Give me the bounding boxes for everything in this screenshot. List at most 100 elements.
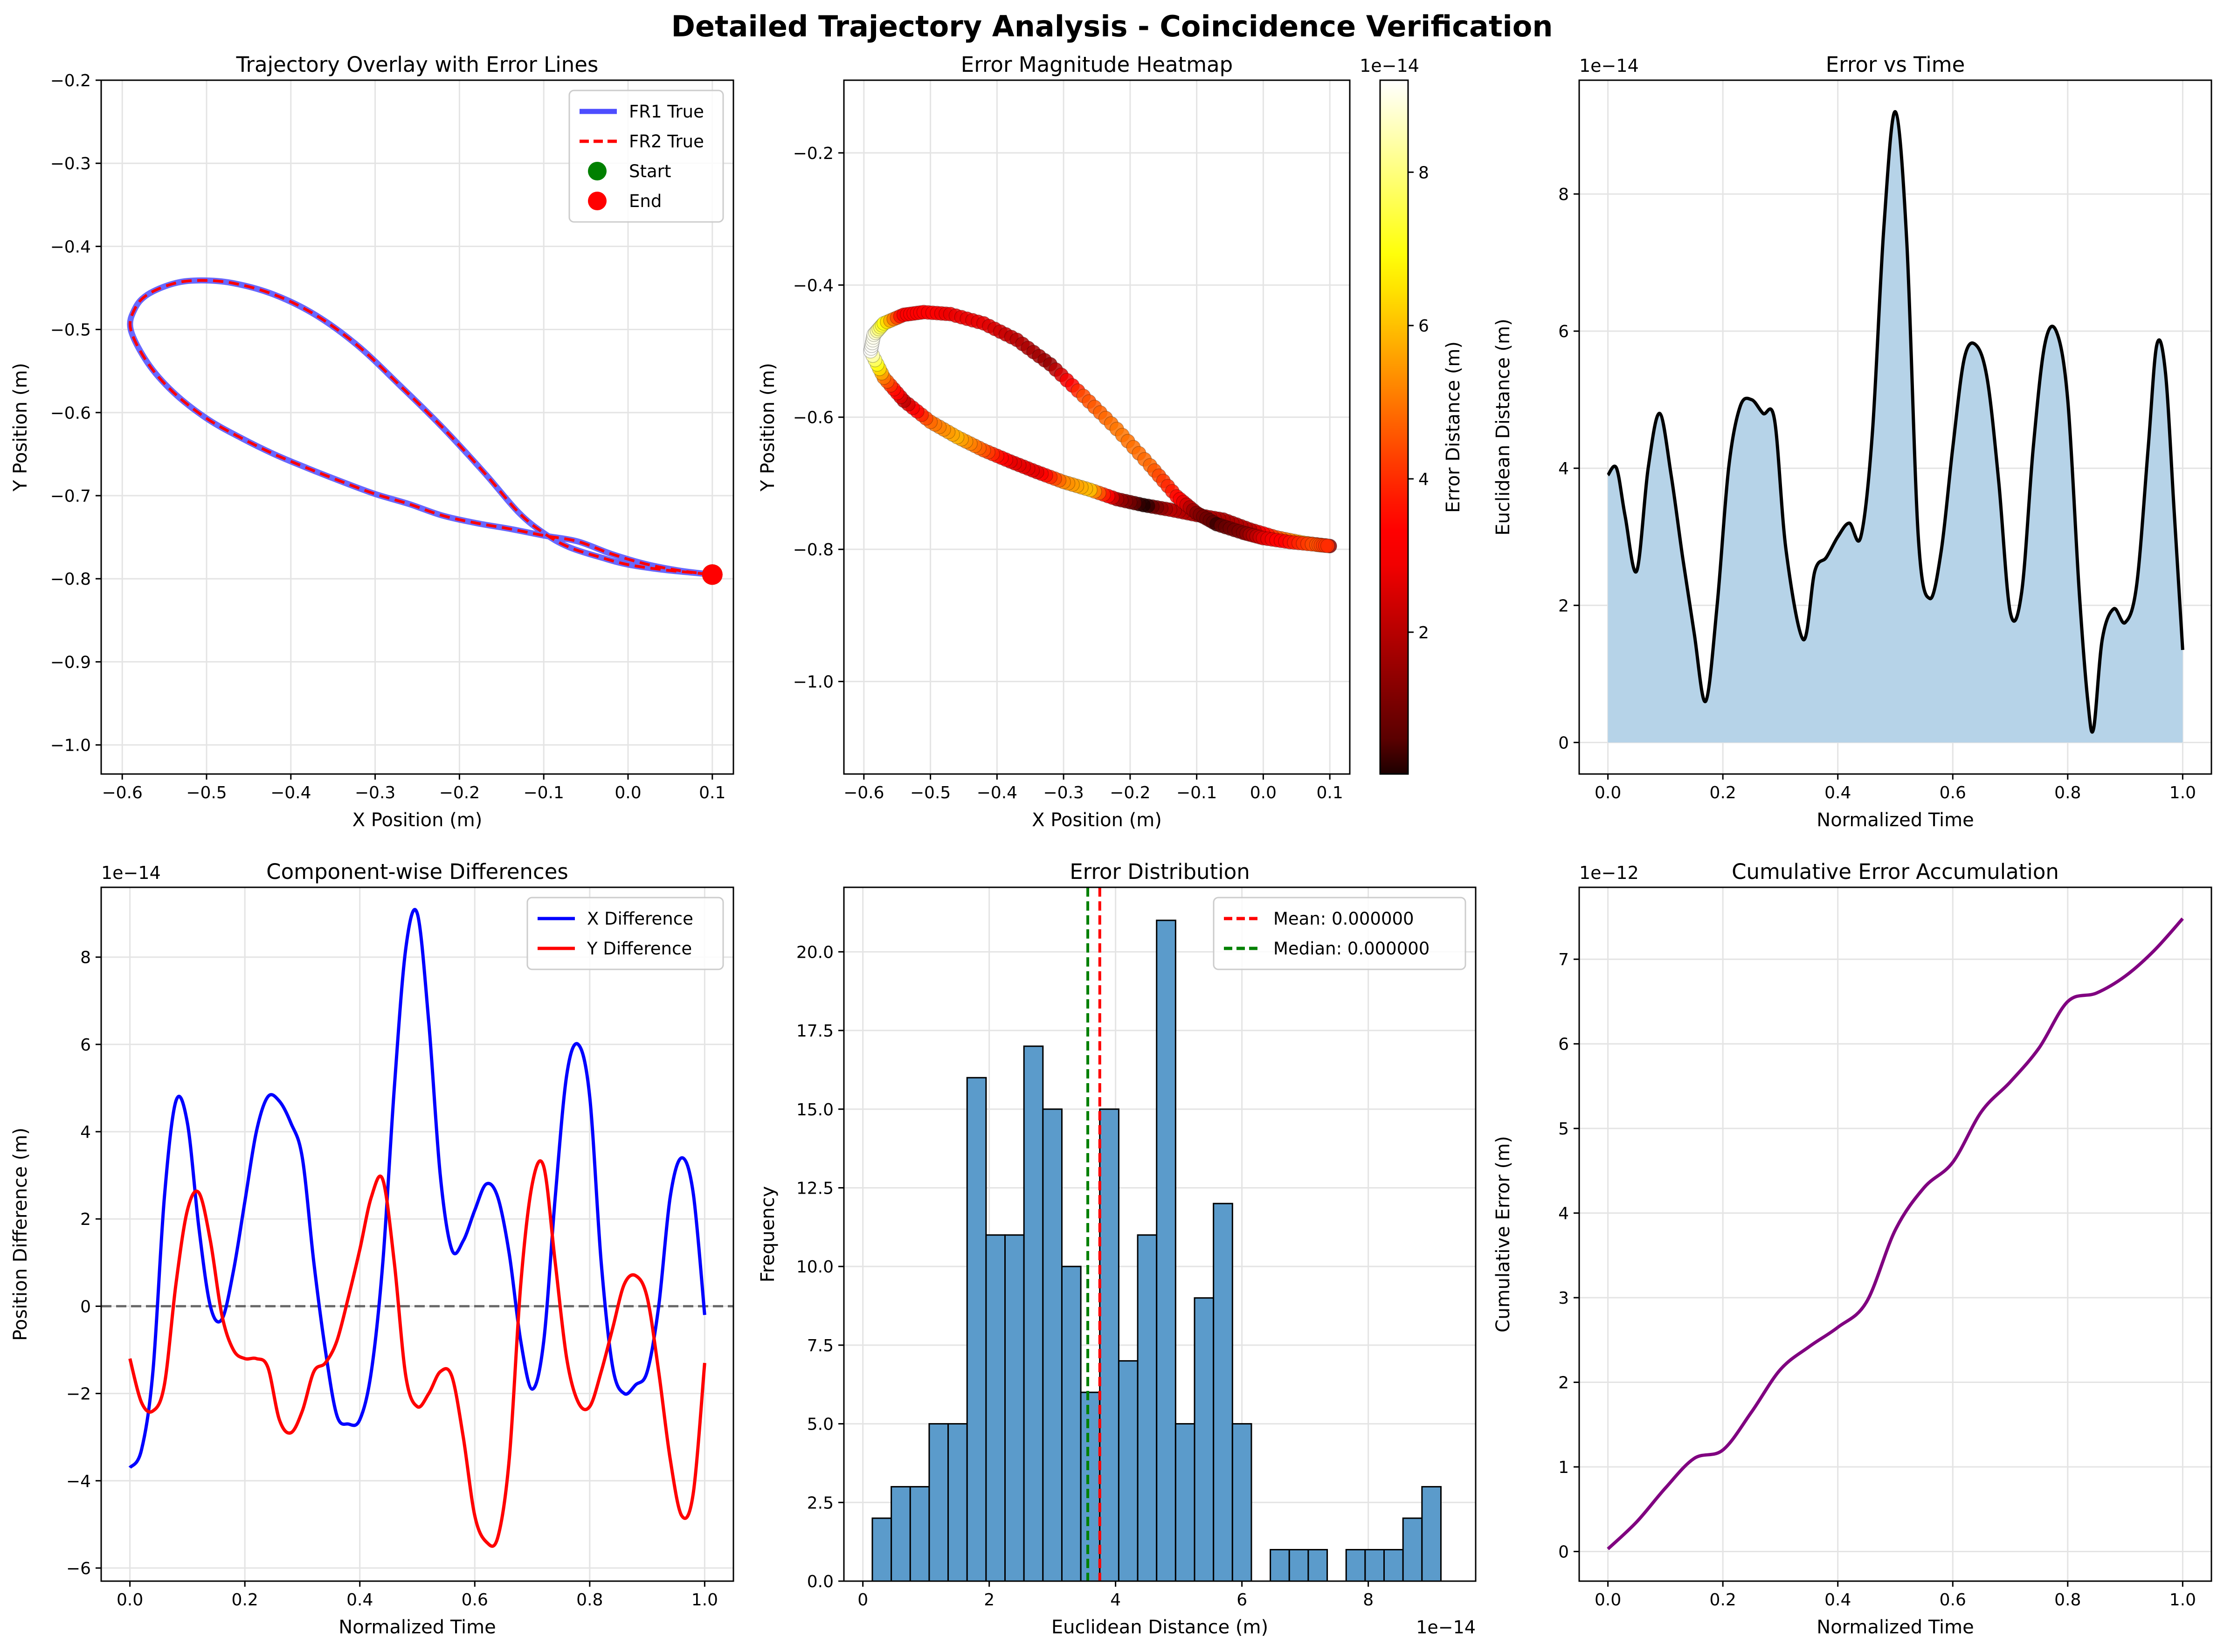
legend-label: X Difference [587,909,693,929]
legend-label: FR1 True [629,102,704,122]
x-tick-label: 6 [1236,1590,1247,1610]
histogram-bar [1383,1549,1404,1582]
x-tick-label: 2 [984,1590,995,1610]
x-tick-label: 0.2 [232,1590,258,1610]
legend-marker [588,162,607,180]
y-tick-label: 2.5 [807,1493,834,1513]
x-tick-label: −0.4 [977,783,1017,802]
y-tick-label: 6 [1558,322,1569,341]
histogram-bar [1288,1549,1309,1582]
y-tick-label: 4 [80,1123,91,1142]
x-tick-label: 0.0 [1595,1590,1621,1610]
y-tick-label: 4 [1558,459,1569,478]
x-tick-label: −0.2 [439,783,480,802]
y-offset-text: 1e−12 [1579,863,1639,883]
x-tick-label: −0.5 [186,783,227,802]
y-tick-label: −0.4 [793,276,834,295]
x-tick-label: 0.8 [2054,783,2081,802]
colorbar-tick-label: 4 [1418,470,1429,489]
histogram-bar [891,1486,911,1582]
y-tick-label: 6 [1558,1035,1569,1054]
legend-label: Median: 0.000000 [1273,939,1430,959]
y-tick-label: −0.8 [793,540,834,560]
y-axis-label: Frequency [757,1186,779,1283]
y-tick-label: −0.6 [50,404,91,423]
histogram-bar [1307,1549,1328,1582]
y-tick-label: 12.5 [796,1179,834,1198]
y-tick-label: 0 [1558,733,1569,753]
error-line [1606,110,2184,734]
histogram-bar [871,1517,892,1582]
y-tick-label: 0.0 [807,1572,834,1591]
y-tick-label: 7 [1558,950,1569,969]
colorbar-label: Error Distance (m) [1443,341,1464,513]
y-axis-label: Y Position (m) [10,363,31,492]
panel-title: Error Magnitude Heatmap [961,52,1233,77]
x-tick-label: −0.3 [355,783,395,802]
y-tick-label: 4 [1558,1204,1569,1223]
y-tick-label: 15.0 [796,1100,834,1120]
x-tick-label: −0.6 [102,783,142,802]
series-fr2-true [128,279,713,576]
y-tick-label: −2 [66,1385,91,1404]
panel-title: Component-wise Differences [266,859,568,884]
histogram-bar [1156,919,1176,1582]
y-tick-label: 8 [80,948,91,968]
x-tick-label: 0.8 [576,1590,603,1610]
axes-frame [100,79,734,775]
y-tick-label: 2 [1558,596,1569,615]
y-tick-label: 8 [1558,185,1569,204]
y-tick-label: −1.0 [50,736,91,755]
panel-error_vs_time: 0.0 0.2 0.4 0.6 0.8 1.0 0 2 4 6 8 Error vs Time Norm… [1492,52,2212,831]
x-tick-label: 0.1 [699,783,725,802]
legend-box [526,897,724,970]
x-tick-label: −0.3 [1043,783,1084,802]
histogram-bar [1042,1108,1063,1582]
histogram-bar [1402,1517,1423,1582]
y-tick-label: 10.0 [796,1258,834,1277]
legend-label: FR2 True [629,131,704,152]
y-tick-label: −0.7 [50,487,91,506]
axes-frame [100,886,734,1582]
axes-frame [1578,79,2212,775]
histogram-bar [1194,1297,1215,1582]
x-tick-label: 0.4 [346,1590,373,1610]
y-tick-label: 2 [1558,1374,1569,1393]
y-tick-label: 1 [1558,1458,1569,1477]
x-tick-label: 0.2 [1710,1590,1736,1610]
y-tick-label: −0.6 [793,408,834,428]
y-difference-line [128,1159,706,1548]
x-tick-label: 0.8 [2054,1590,2081,1610]
histogram-bar [1421,1486,1442,1582]
y-axis-label: Position Difference (m) [10,1127,31,1341]
x-tick-label: 1.0 [691,1590,718,1610]
y-tick-label: 7.5 [807,1336,834,1355]
x-tick-label: −0.5 [910,783,951,802]
histogram-bar [947,1423,968,1582]
y-tick-label: −6 [66,1559,91,1578]
y-axis-label: Euclidean Distance (m) [1492,318,1514,535]
y-tick-label: 5 [1558,1120,1569,1139]
y-tick-label: 2 [80,1210,91,1229]
histogram-bar [1061,1265,1082,1582]
figure-title: Detailed Trajectory Analysis - Coinciden… [671,9,1553,43]
x-tick-label: 0.0 [615,783,641,802]
y-tick-label: −0.2 [793,144,834,163]
x-tick-label: 0.0 [1595,783,1621,802]
x-tick-label: 8 [1363,1590,1374,1610]
plot-area [101,887,733,1581]
x-tick-label: 0.0 [1250,783,1277,802]
histogram-bar [1023,1045,1044,1582]
histogram-bar [1137,1234,1158,1582]
y-tick-label: −0.9 [50,653,91,672]
histogram-bar [985,1234,1006,1582]
histogram-bar [1099,1108,1119,1582]
colorbar [1379,79,1409,775]
y-tick-label: −0.8 [50,570,91,589]
x-tick-label: 0.4 [1824,1590,1851,1610]
y-axis-label: Y Position (m) [757,363,779,492]
x-tick-label: 1.0 [2169,783,2196,802]
colorbar-tick-label: 2 [1418,623,1429,643]
legend-label: Y Difference [587,939,692,959]
